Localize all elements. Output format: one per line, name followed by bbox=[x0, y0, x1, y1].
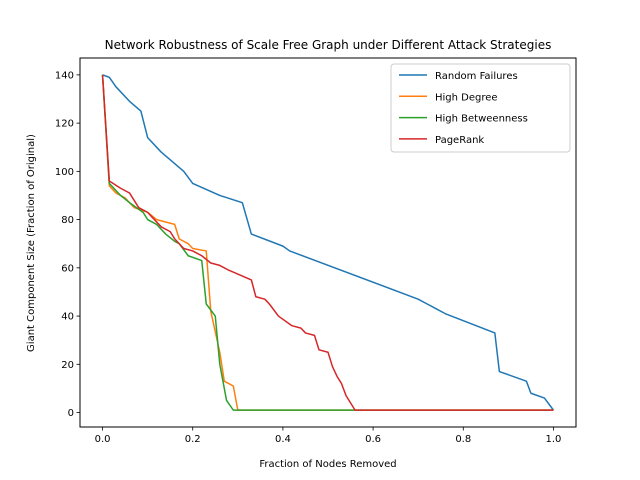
y-tick-label: 80 bbox=[61, 215, 74, 226]
series-line-3 bbox=[101, 74, 554, 411]
y-tick-label: 60 bbox=[61, 263, 74, 274]
y-tick-label: 100 bbox=[55, 167, 74, 178]
x-tick-label: 0.8 bbox=[455, 434, 471, 445]
y-tick-label: 0 bbox=[68, 408, 74, 419]
series-line-0 bbox=[102, 74, 555, 411]
legend-label-1: High Degree bbox=[435, 92, 498, 103]
legend-label-3: PageRank bbox=[435, 135, 484, 146]
y-tick-label: 40 bbox=[61, 312, 74, 323]
y-tick-label: 20 bbox=[61, 360, 74, 371]
plot-frame bbox=[79, 57, 577, 428]
x-tick-label: 0.6 bbox=[365, 434, 381, 445]
series-layer bbox=[101, 74, 555, 411]
y-tick-label: 120 bbox=[55, 119, 74, 130]
x-tick-label: 0.0 bbox=[95, 434, 111, 445]
x-tick-label: 1.0 bbox=[546, 434, 562, 445]
legend-box bbox=[390, 63, 571, 153]
chart-title: Network Robustness of Scale Free Graph u… bbox=[105, 38, 552, 52]
x-tick-label: 0.4 bbox=[275, 434, 291, 445]
legend: Random Failures High Degree High Betweenne… bbox=[390, 63, 571, 153]
ticks-layer: 0.0 0.2 0.4 0.6 0.8 1.0 0 20 40 60 80 100 120 140 bbox=[55, 70, 562, 445]
legend-label-0: Random Failures bbox=[435, 71, 518, 82]
series-line-2 bbox=[101, 74, 554, 411]
x-tick-label: 0.2 bbox=[185, 434, 201, 445]
x-axis-label: Fraction of Nodes Removed bbox=[259, 459, 396, 470]
legend-label-2: High Betweenness bbox=[435, 114, 528, 125]
y-axis-label: Giant Component Size (Fraction of Origin… bbox=[26, 134, 37, 352]
y-tick-label: 140 bbox=[55, 70, 74, 81]
